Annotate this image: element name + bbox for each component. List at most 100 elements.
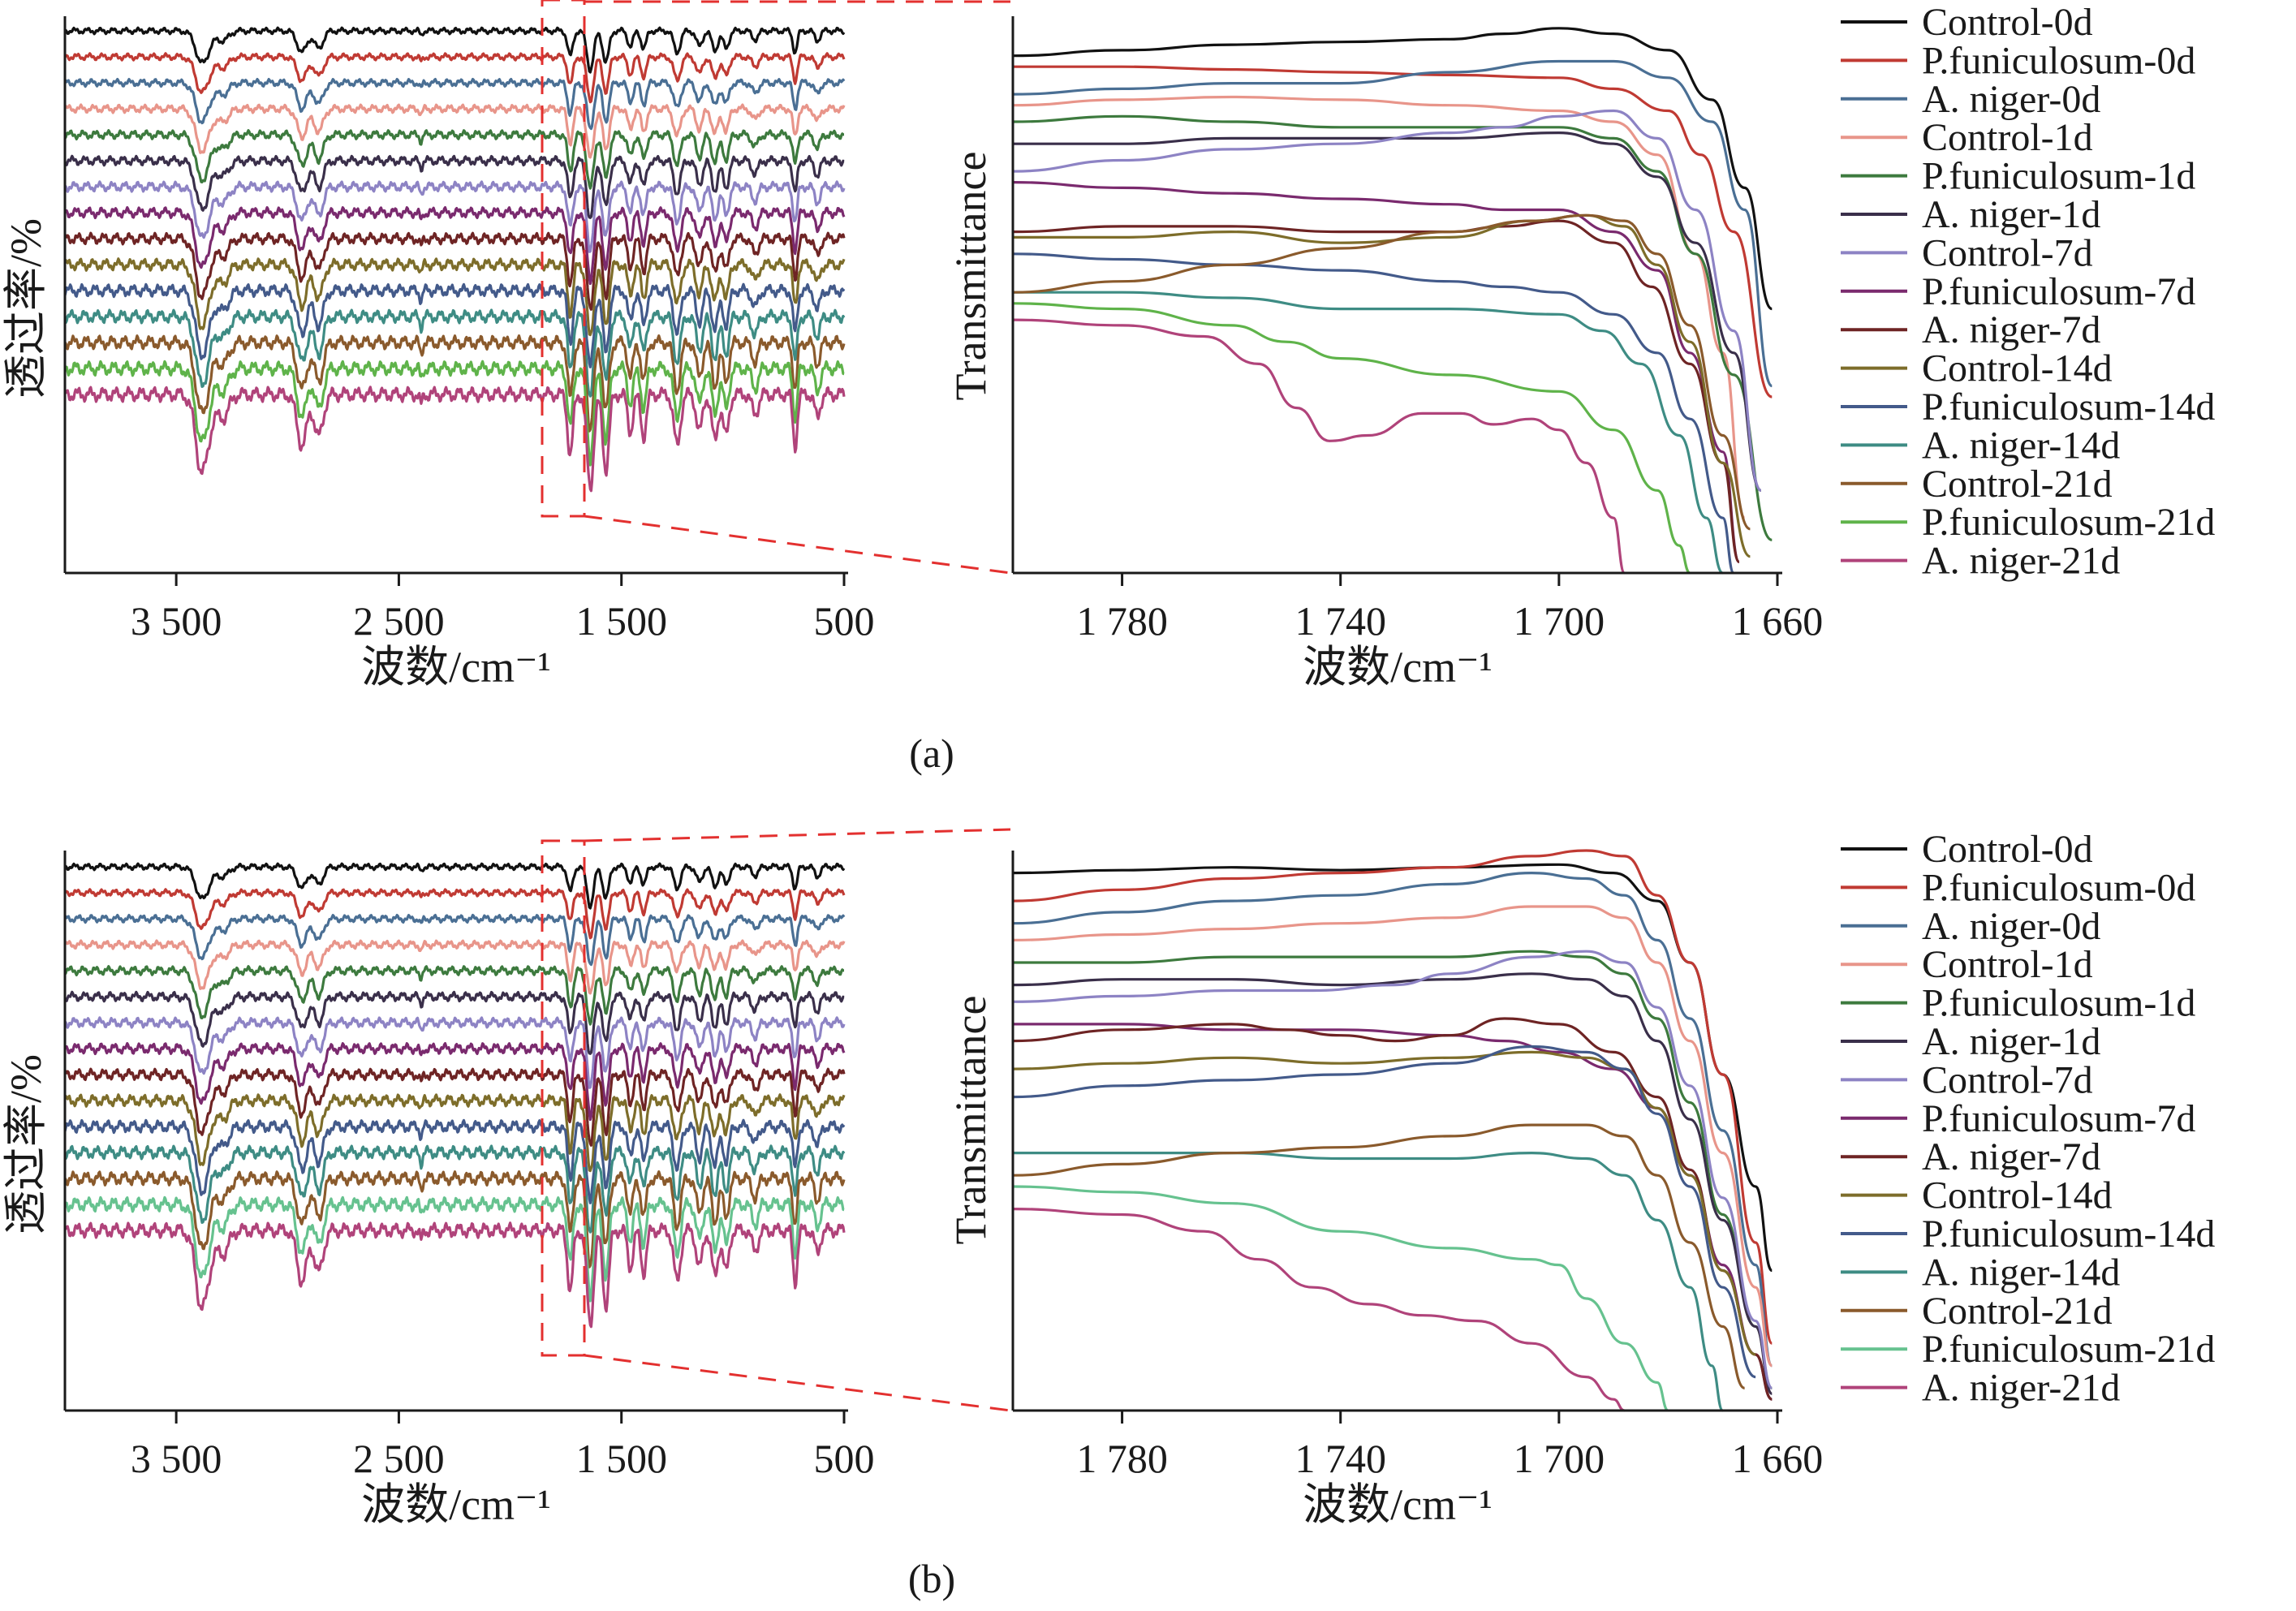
y-axis-label: Transmittance xyxy=(946,996,995,1245)
full-series-p-funiculosum-1d xyxy=(63,965,845,1026)
x-ticks: 3 500 2 500 1 500 500 xyxy=(131,1411,875,1481)
x-tick-label: 1 660 xyxy=(1732,598,1824,644)
full-spectrum-a: 3 500 2 500 1 500 500 波数/cm⁻¹ 透过率/% xyxy=(2,0,1011,691)
zoom-series-p-funiculosum-21d xyxy=(1012,302,1691,575)
full-series-p-funiculosum-0d xyxy=(64,52,846,104)
legend-entry-a-niger-21d: A. niger-21d xyxy=(1922,1367,2120,1410)
legend-entry-control-7d: Control-7d xyxy=(1922,231,2093,274)
zoom-connector-bottom xyxy=(584,515,1011,575)
x-axis-label: 波数/cm⁻¹ xyxy=(1303,643,1493,691)
full-spectrum-series-group xyxy=(63,862,846,1329)
legend-entry-p-funiculosum-7d: P.funiculosum-7d xyxy=(1922,270,2195,313)
x-ticks: 3 500 2 500 1 500 500 xyxy=(131,573,875,644)
full-series-control-0d xyxy=(64,862,846,910)
zoom-series-a-niger-21d xyxy=(1012,1208,1625,1412)
zoom-region-box xyxy=(541,0,586,518)
legend-entry-p-funiculosum-7d: P.funiculosum-7d xyxy=(1922,1097,2195,1140)
full-series-a-niger-14d xyxy=(63,308,846,398)
zoom-series-control-0d xyxy=(1012,863,1773,1273)
legend-entry-control-21d: Control-21d xyxy=(1922,463,2113,506)
zoom-spectrum-b: 1 780 1 740 1 700 1 660 波数/cm⁻¹ Transmittan… xyxy=(946,849,1823,1529)
full-series-control-7d xyxy=(64,1016,846,1089)
zoom-series-p-funiculosum-7d xyxy=(1013,1023,1773,1401)
panel-a: 3 500 2 500 1 500 500 波数/cm⁻¹ 透过率/% 1 780 1 … xyxy=(2,0,2215,776)
full-series-p-funiculosum-7d xyxy=(64,1042,846,1122)
panel-b: 3 500 2 500 1 500 500 波数/cm⁻¹ 透过率/% 1 780 1 … xyxy=(2,828,2215,1601)
panel-label: (b) xyxy=(908,1556,955,1601)
x-tick-label: 1 740 xyxy=(1294,598,1386,644)
zoom-series-p-funiculosum-14d xyxy=(1012,252,1735,575)
x-tick-label: 1 780 xyxy=(1076,1436,1168,1481)
full-series-a-niger-0d xyxy=(63,77,846,131)
zoom-series-a-niger-21d xyxy=(1012,318,1626,575)
panel-label: (a) xyxy=(909,730,954,776)
legend-entry-p-funiculosum-0d: P.funiculosum-0d xyxy=(1922,866,2195,909)
zoom-series-p-funiculosum-1d xyxy=(1012,114,1773,541)
zoom-series-p-funiculosum-7d xyxy=(1012,181,1741,563)
legend-entry-a-niger-7d: A. niger-7d xyxy=(1922,1135,2100,1178)
legend-entry-a-niger-21d: A. niger-21d xyxy=(1922,540,2120,583)
x-ticks: 1 780 1 740 1 700 1 660 xyxy=(1076,573,1823,644)
full-series-control-1d xyxy=(63,939,846,995)
full-series-control-14d xyxy=(63,257,846,337)
full-series-control-14d xyxy=(63,1093,846,1173)
zoom-series-a-niger-7d xyxy=(1012,1017,1773,1401)
full-series-p-funiculosum-21d xyxy=(63,360,845,467)
zoom-series-p-funiculosum-14d xyxy=(1012,1045,1756,1379)
x-tick-label: 3 500 xyxy=(131,598,222,644)
x-tick-label: 1 700 xyxy=(1514,1436,1605,1481)
full-series-a-niger-7d xyxy=(63,231,846,311)
x-tick-label: 500 xyxy=(814,598,875,644)
legend: Control-0dP.funiculosum-0dA. niger-0dCon… xyxy=(1841,828,2215,1410)
full-series-a-niger-7d xyxy=(63,1067,846,1147)
x-tick-label: 3 500 xyxy=(131,1436,222,1481)
x-tick-label: 2 500 xyxy=(353,1436,445,1481)
zoom-series-control-7d xyxy=(1012,109,1762,492)
legend-entry-a-niger-0d: A. niger-0d xyxy=(1922,905,2100,948)
full-series-p-funiculosum-14d xyxy=(63,282,846,368)
legend-entry-control-0d: Control-0d xyxy=(1922,828,2093,871)
zoom-connector-top xyxy=(584,828,1011,842)
legend-entry-control-14d: Control-14d xyxy=(1922,347,2113,390)
x-tick-label: 2 500 xyxy=(353,598,445,644)
legend-entry-p-funiculosum-1d: P.funiculosum-1d xyxy=(1922,155,2195,198)
legend-entry-control-1d: Control-1d xyxy=(1922,116,2093,159)
x-tick-label: 1 780 xyxy=(1076,598,1168,644)
x-tick-label: 1 740 xyxy=(1294,1436,1386,1481)
zoom-series-control-1d xyxy=(1012,905,1773,1368)
legend-entry-a-niger-14d: A. niger-14d xyxy=(1922,1251,2120,1294)
zoom-series-a-niger-0d xyxy=(1012,59,1773,388)
full-series-a-niger-14d xyxy=(63,1144,846,1234)
zoom-series-a-niger-14d xyxy=(1012,291,1724,575)
y-axis-label: Transmittance xyxy=(946,152,995,401)
zoom-region-box xyxy=(541,839,586,1357)
legend-entry-p-funiculosum-1d: P.funiculosum-1d xyxy=(1922,982,2195,1025)
legend-entry-a-niger-14d: A. niger-14d xyxy=(1922,424,2120,467)
full-series-control-7d xyxy=(64,180,846,253)
zoom-series-a-niger-7d xyxy=(1012,219,1741,563)
x-tick-label: 1 700 xyxy=(1514,598,1605,644)
zoom-series-control-14d xyxy=(1013,213,1751,558)
legend-entry-control-14d: Control-14d xyxy=(1922,1174,2113,1217)
full-series-p-funiculosum-0d xyxy=(64,888,846,940)
zoom-series-a-niger-14d xyxy=(1013,1151,1725,1412)
full-spectrum-b: 3 500 2 500 1 500 500 波数/cm⁻¹ 透过率/% xyxy=(2,828,1011,1529)
zoom-series-control-21d xyxy=(1012,213,1751,531)
zoom-series-control-21d xyxy=(1012,1123,1746,1389)
full-series-p-funiculosum-21d xyxy=(63,1195,845,1303)
zoom-series-group xyxy=(1012,849,1773,1412)
full-series-control-21d xyxy=(63,334,846,433)
zoom-series-a-niger-0d xyxy=(1012,872,1773,1368)
zoom-series-p-funiculosum-0d xyxy=(1013,65,1773,398)
legend-entry-control-1d: Control-1d xyxy=(1922,943,2093,986)
y-axis-label: 透过率/% xyxy=(2,218,50,398)
full-series-a-niger-1d xyxy=(63,154,845,219)
x-ticks: 1 780 1 740 1 700 1 660 xyxy=(1076,1411,1823,1481)
legend-entry-a-niger-0d: A. niger-0d xyxy=(1922,78,2100,121)
zoom-series-p-funiculosum-21d xyxy=(1012,1185,1669,1412)
full-series-control-1d xyxy=(63,103,846,159)
zoom-series-a-niger-1d xyxy=(1012,972,1773,1395)
x-axis-label: 波数/cm⁻¹ xyxy=(1303,1480,1493,1529)
legend: Control-0dP.funiculosum-0dA. niger-0dCon… xyxy=(1841,1,2215,583)
